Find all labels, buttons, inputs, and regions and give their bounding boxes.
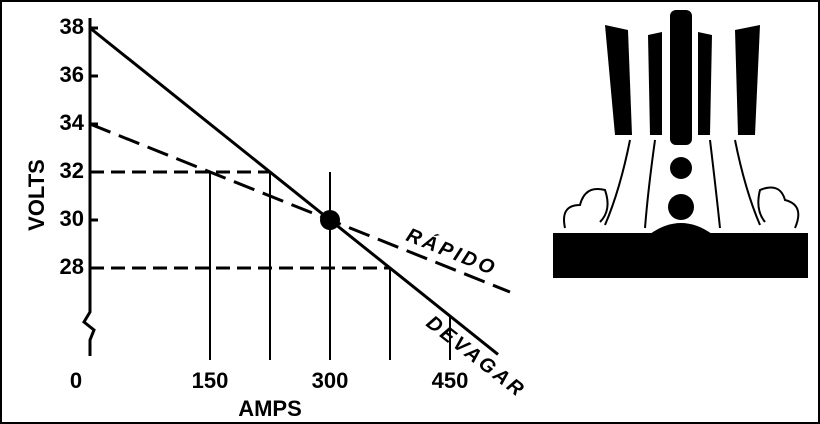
y-axis: [82, 18, 96, 356]
x-tick-label: 300: [312, 368, 349, 393]
y-tick-label: 34: [60, 110, 85, 135]
illustration: [553, 10, 808, 278]
y-tick-label: 30: [60, 206, 84, 231]
operating-point: [320, 210, 340, 230]
y-tick-label: 38: [60, 14, 84, 39]
y-tick-label: 36: [60, 62, 84, 87]
series-line: [89, 122, 511, 294]
x-axis-label: AMPS: [238, 396, 302, 421]
y-tick-label: 32: [60, 158, 84, 183]
x-tick-label: 0: [70, 368, 82, 393]
x-tick-label: 150: [192, 368, 229, 393]
y-axis-label: VOLTS: [24, 159, 49, 231]
x-tick-label: 450: [432, 368, 469, 393]
y-tick-label: 28: [60, 254, 84, 279]
series-line: [89, 26, 499, 356]
